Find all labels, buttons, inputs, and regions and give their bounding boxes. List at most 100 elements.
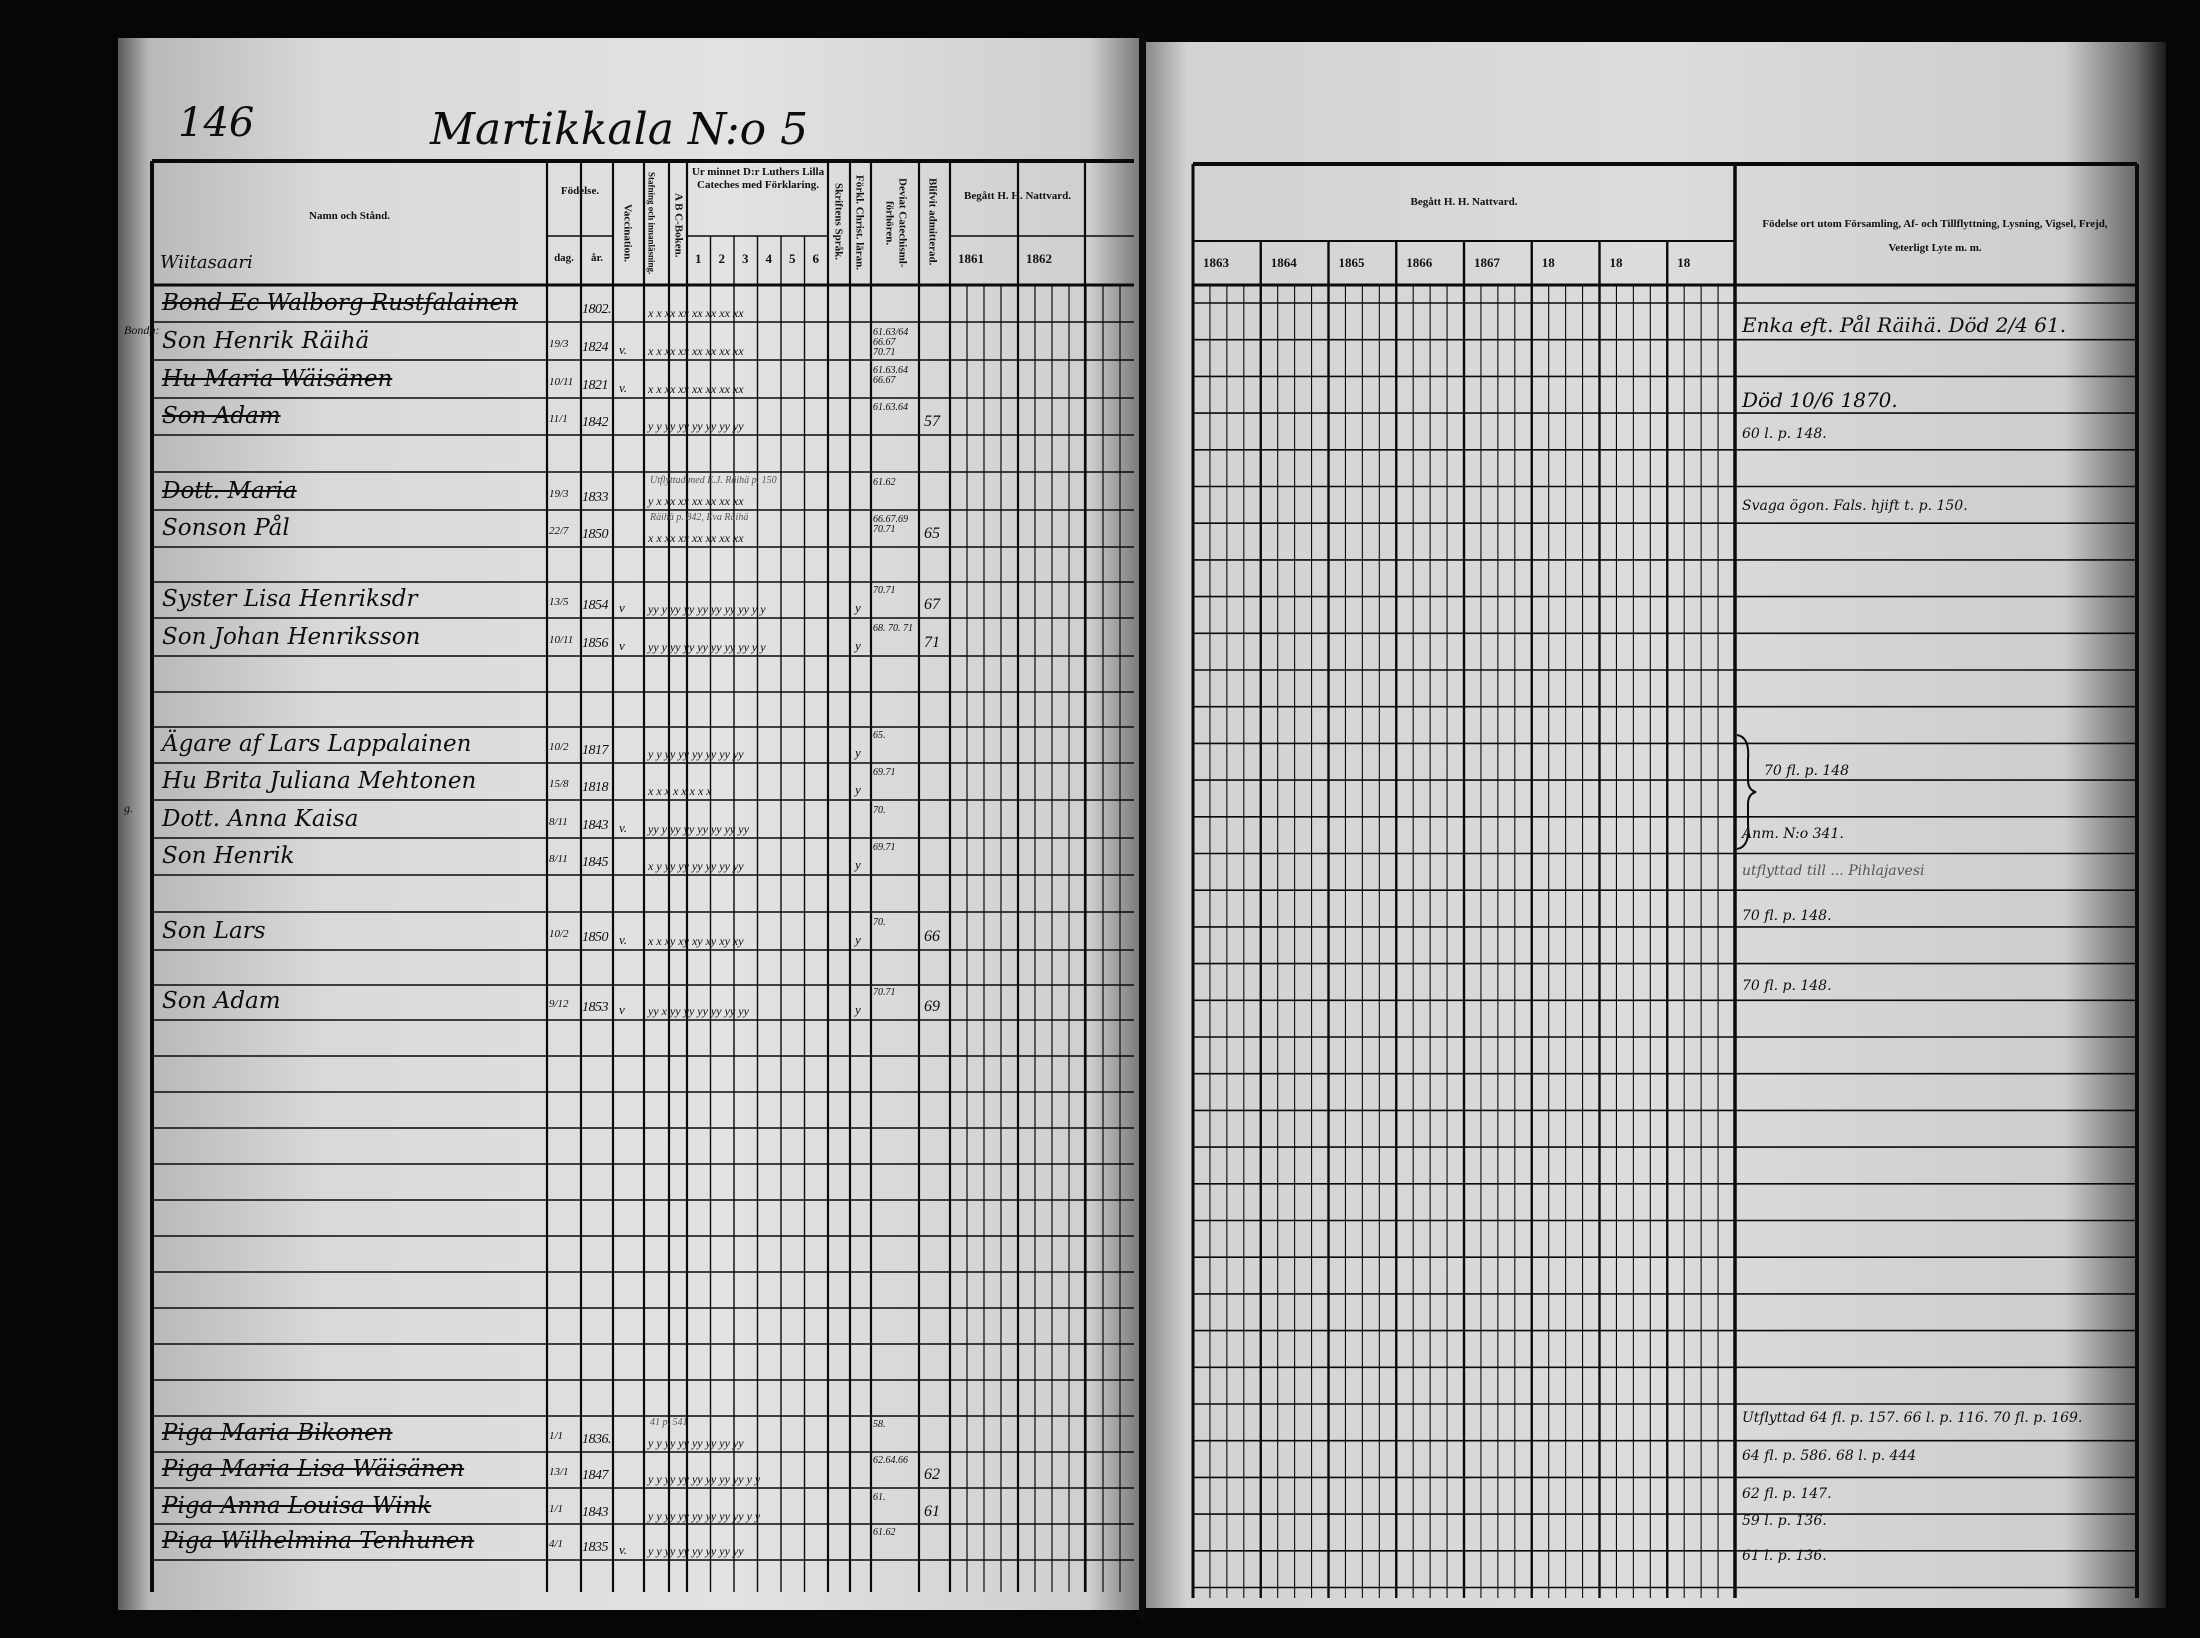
entry-birth-year: 1853 [582,1000,609,1015]
entry-birth-year: 1856 [582,636,609,651]
entry-scripture: y [855,932,861,947]
left-page [118,38,1140,1610]
entry-catechism-hearings: 58. [873,1419,886,1430]
header-name: Namn och Stånd. [309,210,390,222]
remark-note: Svaga ögon. Fals. hjift t. p. 150. [1742,498,1968,514]
entry-name: Son Henrik [162,843,295,869]
entry-prefix: Bondg: [124,323,160,337]
entry-birth-year: 1850 [582,527,609,542]
entry-birth-day: 8/11 [549,853,568,865]
entry-birth-day: 4/1 [549,1538,564,1550]
header-communion-left: Begått H. H. Nattvard. [964,190,1071,202]
entry-vaccination: v [619,1002,625,1017]
entry-birth-day: 13/1 [549,1466,569,1478]
entry-catechism-hearings: 68. 70. 71 [873,623,913,634]
header-catechism-part: 4 [765,251,773,266]
entry-vaccination: v. [619,1542,628,1557]
entry-birth-year: 1847 [582,1468,609,1483]
header-spelling: Stafning och innanläsning. [646,171,657,275]
entry-reading-marks: yy y yy yy yy yy yy yy y y [648,602,766,616]
header-catechism-part: 5 [789,251,796,266]
entry-birth-year: 1843 [582,818,609,833]
remark-note: Död 10/6 1870. [1742,388,1898,412]
entry-vaccination: v [619,638,625,653]
header-catechism-part: 2 [718,251,726,266]
entry-name: Ägare af Lars Lappalainen [162,731,472,757]
entry-name: Syster Lisa Henriksdr [162,586,418,612]
entry-birth-day: 19/3 [549,488,569,500]
entry-prefix: g. [124,801,133,815]
entry-birth-year: 1850 [582,930,609,945]
entry-catechism-hearings: 61.62 [873,1527,896,1538]
entry-birth-year: 1842 [582,415,609,430]
entry-name: Son Henrik Räihä [162,328,370,354]
entry-birth-year: 1818 [582,780,609,795]
entry-name: Piga Wilhelmina Tenhunen [162,1528,475,1554]
remark-note: Enka eft. Pål Räihä. Död 2/4 61. [1742,313,2067,337]
remark-note: 62 fl. p. 147. [1742,1486,1832,1502]
entry-birth-year: 1817 [582,743,609,758]
entry-name: Piga Anna Louisa Wink [162,1493,432,1519]
header-admitted: Blifvit admitterad. [926,178,939,266]
entry-admitted: 67 [924,596,940,613]
entry-birth-year: 1843 [582,1505,609,1520]
entry-admitted: 57 [924,413,940,430]
header-communion-right: Begått H. H. Nattvard. [1410,196,1518,208]
entry-scripture: y [855,638,861,653]
remark-note: 70 fl. p. 148. [1742,908,1832,924]
header-christian-doctrine: Förkl. Christ. läran. [853,175,866,271]
page-title: Martikkala N:o 5 [430,104,809,155]
remark-note: Utflyttad 64 fl. p. 157. 66 l. p. 116. 7… [1742,1410,2083,1426]
header-remarks: Födelse ort utom Församling, Af- och Til… [1762,218,2108,255]
entry-catechism-hearings: 61.63.64 66.67 [873,365,908,386]
header-year-1863: 1863 [1203,255,1229,270]
entry-birth-day: 10/11 [549,634,574,646]
entry-name: Son Adam [162,988,281,1014]
entry-birth-year: 1835 [582,1540,609,1555]
entry-birth-day: 10/2 [549,928,569,940]
village-heading: Wiitasaari [160,252,253,273]
entry-catechism-hearings: 70. [873,805,886,816]
entry-reading-marks: y y yy yy yy yy yy yy [648,419,744,433]
entry-catechism-hearings: 65. [873,730,886,741]
header-catechism: Ur minnet D:r Luthers Lilla Cateches med… [691,166,825,191]
header-vaccination: Vaccination. [621,203,634,262]
entry-vaccination: v. [619,342,628,357]
header-birth: Födelse. [560,185,600,197]
entry-catechism-hearings: 70.71 [873,987,896,998]
entry-note: 41 p. 541 [650,1417,688,1428]
remark-note: 59 l. p. 136. [1742,1513,1827,1529]
header-year-1866: 1866 [1406,255,1433,270]
remark-note: Anm. N:o 341. [1742,826,1844,842]
entry-birth-day: 10/2 [549,741,569,753]
entry-birth-day: 1/1 [549,1503,564,1515]
remarks-brace [1736,734,1757,850]
entry-admitted: 65 [924,525,940,542]
entry-reading-marks: x x xx xx xx xx xx xx [648,382,744,396]
header-catechism-part: 3 [742,251,749,266]
entry-name: Hu Maria Wäisänen [162,366,393,392]
entry-scripture: y [855,600,861,615]
header-birth-day: dag. [554,252,574,264]
header-year-18: 18 [1609,255,1623,270]
entry-scripture: y [855,782,861,797]
remark-note: 61 l. p. 136. [1742,1548,1827,1564]
entry-birth-year: 1824 [582,340,609,355]
entry-birth-day: 1/1 [549,1430,564,1442]
entry-vaccination: v. [619,932,628,947]
entry-birth-day: 19/3 [549,338,569,350]
entry-vaccination: v [619,600,625,615]
header-catechism-hearings: Deviat Catechisml-förhören. [883,178,909,268]
entry-birth-day: 22/7 [549,525,569,537]
entry-birth-year: 1854 [582,598,609,613]
entry-reading-marks: yy x yy yy yy yy yy yy [648,1004,749,1018]
entry-birth-year: 1836. [582,1432,612,1447]
entry-reading-marks: x x x x x x x x [648,784,712,798]
entry-name: Son Johan Henriksson [162,624,421,650]
entry-catechism-hearings: 61.63/64 66.67 70.71 [873,327,909,358]
entry-scripture: y [855,857,861,872]
header-year-1865: 1865 [1338,255,1365,270]
remark-note: utflyttad till ... Pihlajavesi [1742,863,1925,879]
